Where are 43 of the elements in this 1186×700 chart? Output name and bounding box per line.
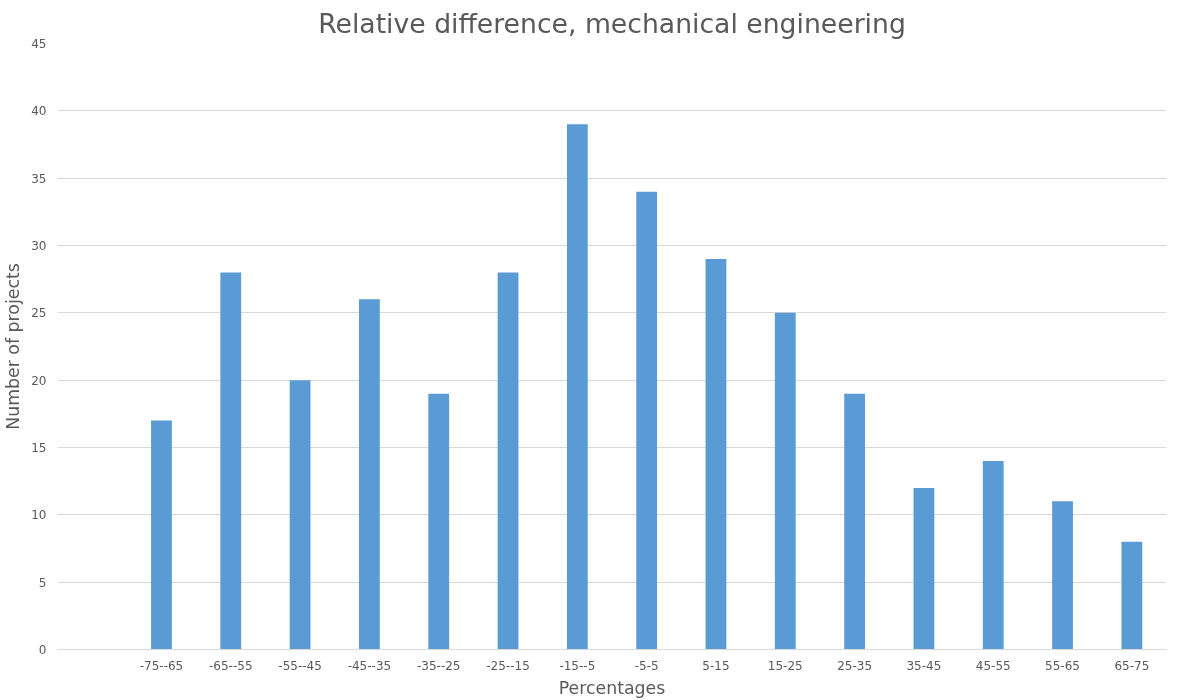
bar bbox=[636, 191, 658, 650]
bar bbox=[1052, 501, 1073, 650]
bar bbox=[774, 312, 796, 650]
y-tick-label: 10 bbox=[31, 508, 47, 523]
x-tick-label: 15-25 bbox=[767, 658, 803, 673]
bar bbox=[497, 272, 519, 650]
x-tick-label: -5-5 bbox=[634, 658, 659, 673]
y-tick-label: 45 bbox=[31, 37, 47, 51]
y-tick-label: 0 bbox=[38, 643, 47, 657]
x-tick-label: 5-15 bbox=[702, 658, 730, 673]
x-tick-label: 55-65 bbox=[1045, 658, 1080, 673]
bar bbox=[844, 393, 865, 650]
x-tick-label: -25--15 bbox=[486, 658, 530, 673]
y-tick-label: 40 bbox=[31, 104, 47, 119]
y-tick-label: 35 bbox=[31, 171, 47, 186]
bar bbox=[151, 420, 172, 650]
bar bbox=[705, 258, 727, 650]
x-tick-label: 25-35 bbox=[837, 658, 873, 673]
y-tick-label: 30 bbox=[31, 239, 47, 253]
y-tick-label: 15 bbox=[31, 441, 47, 455]
y-axis-title: Number of projects bbox=[3, 263, 24, 430]
x-tick-label: -15--5 bbox=[559, 658, 596, 673]
x-tick-label: -55--45 bbox=[278, 658, 322, 673]
x-axis-title: Percentages bbox=[558, 677, 666, 698]
bar bbox=[359, 299, 380, 650]
bar bbox=[220, 272, 242, 650]
bar bbox=[428, 393, 450, 650]
x-tick-label: 35-45 bbox=[906, 658, 942, 673]
bar bbox=[913, 487, 935, 650]
x-tick-label: -75--65 bbox=[139, 658, 184, 673]
bar bbox=[982, 460, 1004, 650]
x-tick-label: 45-55 bbox=[975, 658, 1011, 673]
x-tick-label: -65--55 bbox=[209, 658, 253, 673]
bar bbox=[289, 380, 311, 650]
bar bbox=[1121, 541, 1143, 650]
x-tick-label: -35--25 bbox=[416, 658, 461, 673]
y-tick-label: 25 bbox=[31, 306, 47, 321]
x-tick-label: 65-75 bbox=[1114, 658, 1150, 673]
x-tick-label: -45--35 bbox=[347, 658, 392, 673]
bar bbox=[566, 124, 588, 650]
chart-title: Relative difference, mechanical engineering bbox=[318, 7, 906, 39]
y-tick-label: 20 bbox=[31, 373, 47, 388]
y-tick-label: 5 bbox=[38, 575, 47, 590]
